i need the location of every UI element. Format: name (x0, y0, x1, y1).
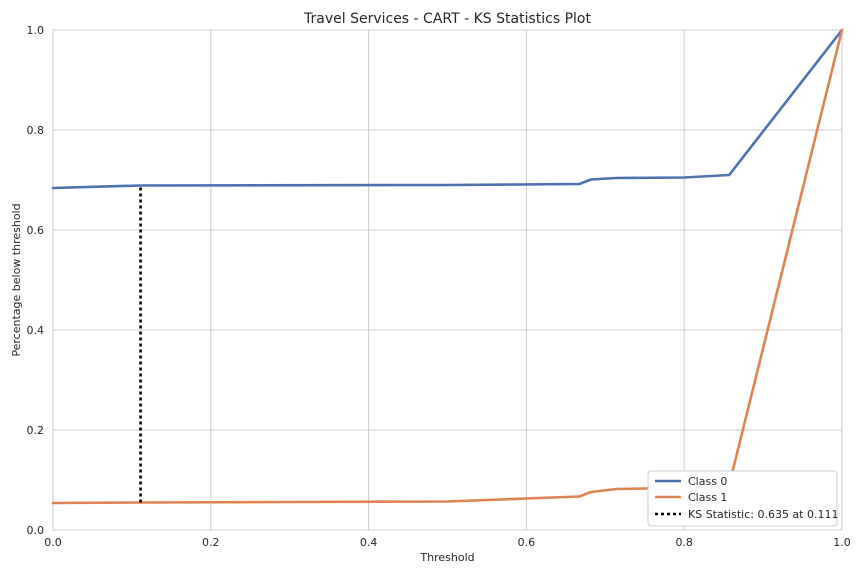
x-axis-label: Threshold (419, 551, 474, 564)
legend-box (647, 470, 838, 527)
plot-area-frame (52, 29, 843, 531)
x-tick-label: 1.0 (833, 536, 851, 549)
legend-label-class-1: Class 1 (688, 491, 727, 504)
grid-layer (52, 29, 843, 531)
series-layer (51, 28, 844, 505)
legend-label-class-0: Class 0 (688, 475, 727, 488)
legend-label-ks-statistic: KS Statistic: 0.635 at 0.111 (688, 508, 838, 521)
y-tick-label: 0.2 (27, 424, 45, 437)
series-line-class-0 (51, 28, 844, 190)
y-tick-label: 0.4 (27, 324, 45, 337)
x-tick-label: 0.0 (44, 536, 62, 549)
x-tick-label: 0.6 (518, 536, 536, 549)
y-tick-label: 0.0 (27, 524, 45, 537)
chart-title: Travel Services - CART - KS Statistics P… (303, 11, 591, 27)
x-tick-label: 0.4 (360, 536, 378, 549)
tick-layer: 0.0 0.2 0.4 0.6 0.8 1.0 0.0 0.2 0.4 0.6 0.8 1.0 (27, 24, 851, 549)
x-tick-label: 0.2 (202, 536, 220, 549)
y-tick-label: 1.0 (27, 24, 45, 37)
x-tick-label: 0.8 (675, 536, 693, 549)
y-tick-label: 0.8 (27, 124, 45, 137)
series-line-class-1 (51, 28, 844, 505)
y-tick-label: 0.6 (27, 224, 45, 237)
y-axis-label: Percentage below threshold (10, 203, 23, 356)
legend: Class 0 Class 1 KS Statistic: 0.635 at 0… (647, 470, 838, 527)
